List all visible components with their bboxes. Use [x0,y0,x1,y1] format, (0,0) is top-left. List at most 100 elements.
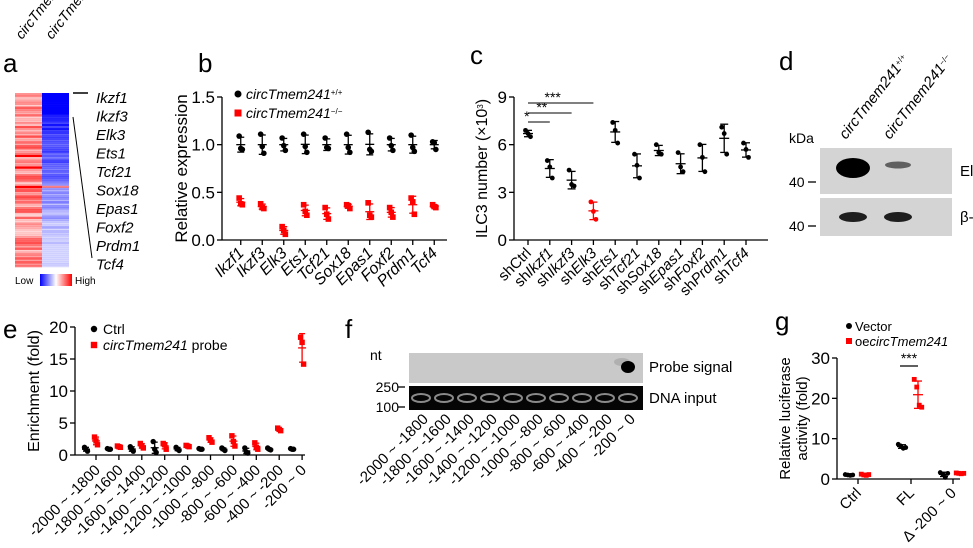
data-point [245,450,251,456]
gel-band [480,393,500,403]
legend-entry: circTmem241 probe [103,337,228,353]
data-point [90,341,98,349]
data-point [386,135,393,141]
heatmap-cell-ko [42,209,69,212]
data-point [304,212,310,219]
data-point [84,448,91,454]
heatmap-cell-wt [15,239,42,243]
heatmap-cell-ko [42,114,69,117]
heatmap-cell-wt [15,135,42,138]
heatmap-cell-wt [15,164,42,167]
panel-letter-g: g [775,306,789,336]
heatmap-cell-wt [15,168,42,171]
heatmap-cell-ko [42,106,69,109]
heatmap-cell-ko [42,216,69,219]
heatmap-cell-wt [15,245,42,248]
heatmap-cell-ko [42,164,69,167]
data-point [571,183,577,189]
data-point [252,440,258,446]
heatmap-cell-wt [15,131,42,134]
heatmap-cell-ko [42,226,69,229]
data-point [953,470,959,476]
gel-band [572,393,592,403]
heatmap-cell-ko [42,191,69,194]
blot-band [839,212,867,222]
y-tick-label: 5 [59,414,68,433]
heatmap-cell-wt [15,212,42,216]
heatmap-cell-wt [15,94,42,98]
heatmap-cell-ko [42,247,69,250]
heatmap-cell-ko [42,137,69,140]
data-point [300,201,307,208]
data-point [903,445,909,450]
data-point [634,162,640,168]
heatmap-cell-ko [42,145,69,148]
data-point [345,202,352,209]
heatmap-cell-ko [42,224,69,227]
data-point [302,208,309,215]
data-point [431,139,438,146]
heatmap-cell-wt [15,247,42,250]
legend-entry: circTmem241+/+ [246,86,343,102]
gel-band [411,393,431,403]
panel-letter-c: c [470,40,483,70]
heatmap-cell-wt [15,154,42,158]
heatmap-cell-ko [42,265,69,268]
y-tick-label: 30 [811,349,830,368]
heatmap-cell-ko [42,122,69,125]
heatmap-cell-ko [42,201,69,204]
data-point [680,169,686,175]
heatmap-cell-wt [15,228,42,231]
data-point [743,147,749,152]
heatmap-cell-ko [42,156,69,160]
data-point [345,144,352,151]
y-tick-label: 10 [811,430,830,449]
data-point [547,164,553,170]
label-part: oe [855,334,869,349]
column-label: circTmem241−/− [42,0,114,42]
heatmap-cell-ko [42,100,69,103]
heatmap-cell-ko [42,214,69,218]
data-point [724,151,730,157]
data-point [90,325,98,333]
row-label: DNA input [649,390,717,407]
data-point [846,338,852,344]
marker-label: 250 [376,379,400,395]
heatmap-cell-ko [42,255,69,258]
y-tick-label: 20 [811,389,830,408]
heatmap-cell-wt [15,199,42,202]
panel-letter-a: a [3,48,18,78]
data-point [721,131,727,136]
heatmap-cell-wt [15,122,42,125]
heatmap-cell-ko [42,160,69,163]
heatmap-cell-ko [42,241,69,245]
color-scale-bar [40,274,72,286]
heatmap-cell-wt [15,265,42,268]
heatmap-cell-wt [15,191,42,194]
data-point [632,151,637,157]
heatmap-cell-wt [15,112,42,115]
heatmap-cell-ko [42,102,69,105]
heatmap-cell-ko [42,152,69,156]
heatmap-cell-wt [15,224,42,227]
heatmap-cell-wt [15,137,42,140]
data-point [304,149,310,156]
gel-band [618,393,638,403]
heatmap-cell-wt [15,141,42,144]
heatmap-cell-ko [42,143,69,146]
gene-label: Sox18 [96,183,139,200]
heatmap-cell-wt [15,149,42,152]
y-tick-label: 0 [498,231,507,250]
data-point [140,445,146,451]
probe-membrane [409,353,643,383]
data-point [186,443,192,450]
data-point [637,175,642,181]
heatmap-cell-ko [42,222,69,225]
label-part: ILC3 number (×10 [474,109,491,239]
heatmap-cell-ko [42,234,69,237]
label-part: −/− [331,107,343,116]
gene-label: Prdm1 [96,238,140,255]
data-point [588,199,594,205]
